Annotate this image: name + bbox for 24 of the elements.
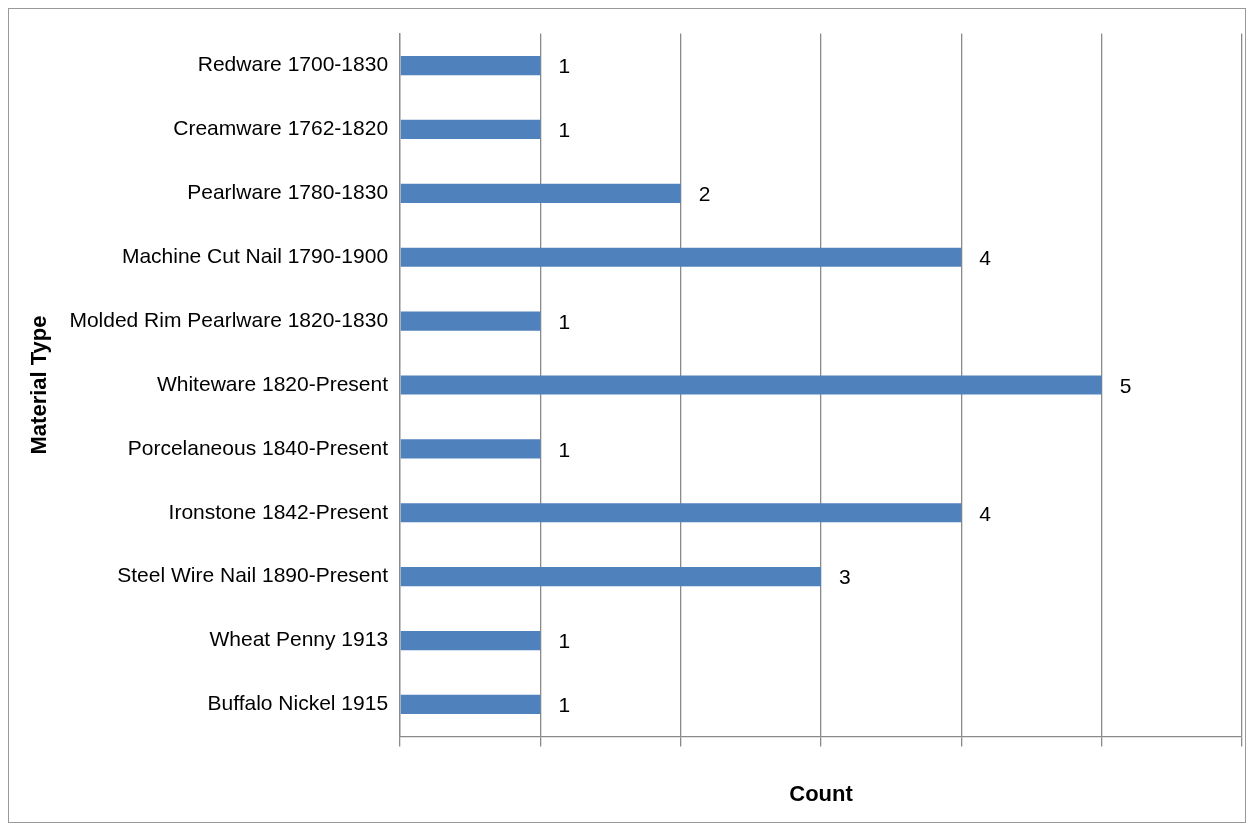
y-tick-label: Ironstone 1842-Present (168, 499, 389, 523)
y-tick-label: Redware 1700-1830 (197, 52, 389, 76)
data-label: 4 (979, 501, 992, 525)
y-tick-label: Pearlware 1780-1830 (187, 180, 389, 204)
data-label: 5 (1119, 373, 1132, 397)
y-tick-label: Whiteware 1820-Present (156, 371, 389, 395)
x-axis-title: Count (789, 780, 854, 806)
y-tick-label: Buffalo Nickel 1915 (207, 691, 389, 715)
data-label: 1 (558, 693, 571, 717)
y-tick-label: Molded Rim Pearlware 1820-1830 (69, 307, 389, 331)
data-label: 1 (558, 54, 571, 78)
y-axis-title: Material Type (26, 315, 52, 455)
y-tick-label: Steel Wire Nail 1890-Present (117, 563, 389, 587)
data-label: 1 (558, 118, 571, 142)
data-label: 1 (558, 437, 571, 461)
y-tick-label: Machine Cut Nail 1790-1900 (121, 244, 389, 268)
data-label: 4 (979, 246, 992, 270)
y-tick-label: Wheat Penny 1913 (209, 627, 389, 651)
data-label: 2 (698, 182, 711, 206)
y-tick-label: Creamware 1762-1820 (173, 116, 389, 140)
data-label: 3 (839, 565, 851, 589)
data-label: 1 (558, 309, 571, 333)
data-label: 1 (558, 629, 571, 653)
y-tick-label: Porcelaneous 1840-Present (127, 435, 389, 459)
